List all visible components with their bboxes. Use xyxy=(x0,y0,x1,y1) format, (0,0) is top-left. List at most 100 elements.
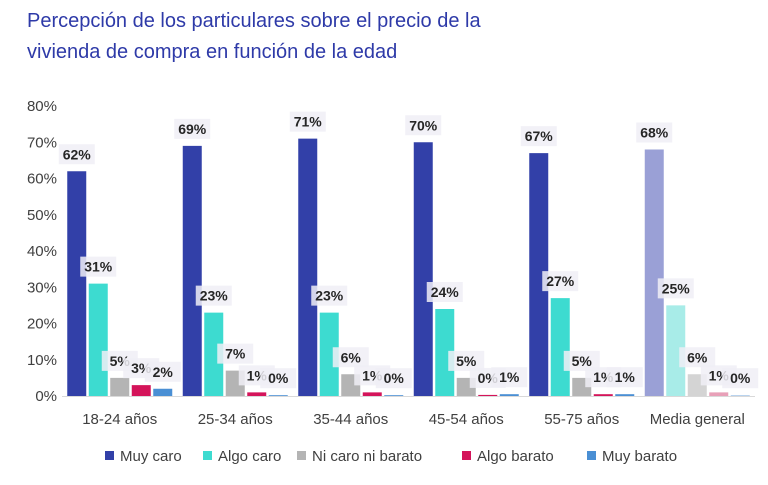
data-label-bg xyxy=(657,278,694,299)
y-tick-label: 30% xyxy=(27,279,57,296)
data-label: 23% xyxy=(200,288,229,304)
bar xyxy=(362,392,382,396)
bar xyxy=(110,377,130,396)
legend-swatch xyxy=(105,451,114,460)
bar xyxy=(182,145,202,396)
data-label-bg xyxy=(722,368,759,389)
legend-swatch xyxy=(462,451,471,460)
data-label-bg xyxy=(636,122,673,143)
data-label: 68% xyxy=(640,125,669,141)
bar xyxy=(153,388,173,396)
data-label: 69% xyxy=(178,121,207,137)
y-tick-label: 40% xyxy=(27,243,57,260)
category-label: Media general xyxy=(650,411,745,428)
data-label-bg xyxy=(260,368,297,389)
data-label: 71% xyxy=(294,114,323,130)
data-label: 23% xyxy=(315,288,344,304)
data-labels: 62%31%5% 3% 2%69%23%7%1% 0%71%23%6%1% 0%70%2… xyxy=(58,111,759,389)
y-tick-label: 50% xyxy=(27,207,57,224)
legend-label: Muy caro xyxy=(120,448,182,465)
data-label-bg xyxy=(144,361,181,382)
bar xyxy=(384,395,404,396)
bars xyxy=(67,138,750,396)
data-label-bg xyxy=(58,144,95,165)
data-label: 7% xyxy=(225,346,246,362)
data-label-bg xyxy=(520,126,557,147)
chart-title-line-1: Percepción de los particulares sobre el … xyxy=(27,10,481,32)
x-axis: 18-24 años 25-34 años 35-44 años 45-54 años… xyxy=(82,411,745,428)
data-label-bg xyxy=(80,256,117,277)
bar xyxy=(478,394,498,396)
data-label: 5% xyxy=(456,353,477,369)
data-label-bg xyxy=(606,367,643,388)
data-label: 6% xyxy=(687,349,708,365)
data-label: 1% xyxy=(615,369,636,385)
bar xyxy=(644,149,664,396)
legend-label: Muy barato xyxy=(602,448,677,465)
bar xyxy=(319,312,339,396)
legend: Muy caro Algo caro Ni caro ni barato Algo b… xyxy=(105,448,677,465)
data-label-bg xyxy=(195,285,232,306)
data-label-bg xyxy=(405,115,442,136)
data-label-bg xyxy=(174,118,211,139)
legend-label: Algo caro xyxy=(218,448,281,465)
data-label: 0% xyxy=(730,370,751,386)
data-label-bg xyxy=(289,111,326,132)
data-label: 6% xyxy=(341,349,362,365)
chart-title: Percepción de los particulares sobre el … xyxy=(27,6,727,68)
bar xyxy=(709,392,729,396)
y-tick-label: 80% xyxy=(27,98,57,115)
category-label: 25-34 años xyxy=(198,411,273,428)
bar xyxy=(413,142,433,396)
data-label: 31% xyxy=(84,259,113,275)
data-label: 62% xyxy=(63,146,92,162)
bar xyxy=(88,283,108,396)
data-label-bg xyxy=(311,285,348,306)
bar xyxy=(666,305,686,396)
bar xyxy=(131,385,151,396)
data-label: 1% xyxy=(499,369,520,385)
data-label-bg xyxy=(426,282,463,302)
data-label: 25% xyxy=(662,280,691,296)
data-label-bg xyxy=(375,368,412,389)
data-label: 5% xyxy=(572,353,593,369)
y-tick-label: 60% xyxy=(27,171,57,188)
data-label: 0% xyxy=(384,370,405,386)
y-tick-label: 10% xyxy=(27,352,57,369)
bar xyxy=(204,312,224,396)
data-label-bg xyxy=(542,271,579,292)
data-label-bg xyxy=(448,350,485,371)
data-label: 70% xyxy=(409,117,438,133)
data-label: 2% xyxy=(153,364,174,380)
legend-swatch xyxy=(587,451,596,460)
legend-swatch xyxy=(297,451,306,460)
bar xyxy=(593,394,613,396)
y-tick-label: 20% xyxy=(27,316,57,333)
category-label: 35-44 años xyxy=(313,411,388,428)
category-label: 18-24 años xyxy=(82,411,157,428)
data-label-bg xyxy=(491,367,528,388)
bar xyxy=(435,309,455,396)
bar xyxy=(730,395,750,396)
bar xyxy=(615,394,635,396)
legend-swatch xyxy=(203,451,212,460)
bar xyxy=(529,153,549,396)
bar xyxy=(247,392,267,396)
bar xyxy=(499,394,519,396)
bar xyxy=(268,395,288,396)
category-label: 45-54 años xyxy=(429,411,504,428)
data-label: 27% xyxy=(546,273,575,289)
legend-label: Ni caro ni barato xyxy=(312,448,422,465)
data-label: 67% xyxy=(525,128,554,144)
data-label-bg xyxy=(679,347,716,368)
y-tick-label: 0% xyxy=(35,388,57,405)
chart-title-line-2: vivienda de compra en función de la edad xyxy=(27,41,398,63)
data-label-bg xyxy=(332,347,369,368)
bar xyxy=(67,171,87,396)
category-label: 55-75 años xyxy=(544,411,619,428)
bar xyxy=(550,298,570,396)
data-label: 0% xyxy=(268,370,289,386)
data-label-bg xyxy=(563,350,600,371)
bar xyxy=(298,138,318,396)
